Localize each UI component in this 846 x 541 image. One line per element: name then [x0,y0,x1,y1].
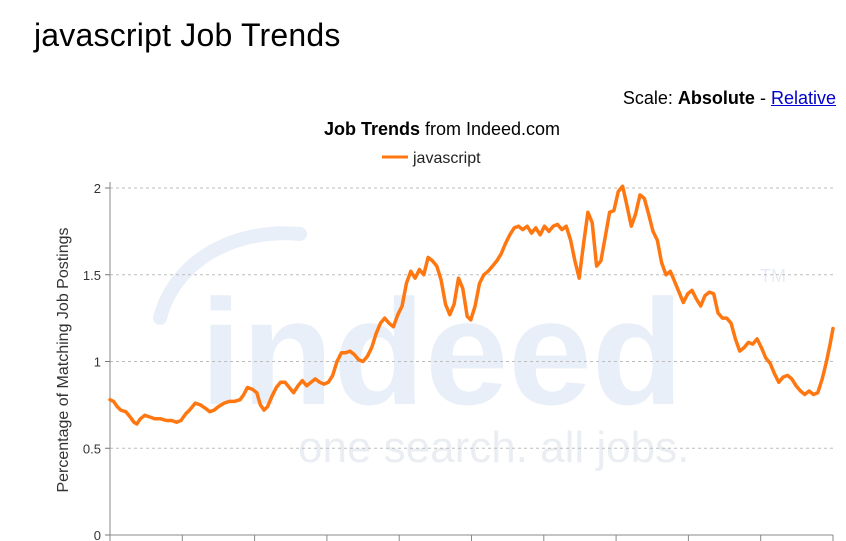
page-title: javascript Job Trends [34,17,341,53]
series-line-javascript [108,184,835,426]
scale-label: Scale: [622,88,673,108]
watermark-tagline: one search. all jobs. [298,423,689,472]
scale-relative-link[interactable]: Relative [770,88,836,108]
chart-title: Job Trends from Indeed.com [0,119,846,140]
indeed-watermark: indeed TM one search. all jobs. [153,226,786,472]
chart-title-rest: from Indeed.com [424,119,561,139]
series-layer [108,184,835,426]
chart-title-bold: Job Trends [323,119,420,139]
watermark-logo-text: indeed [200,268,683,436]
y-tick-label-4: 2 [94,181,101,196]
y-tick-label-1: 0.5 [83,441,101,456]
chart-legend: javascript [382,150,481,167]
scale-absolute-option: Absolute [677,88,755,108]
scale-separator: - [759,88,766,108]
y-axis-label: Percentage of Matching Job Postings [55,227,72,492]
y-tick-label-3: 1.5 [83,268,101,283]
watermark-swoosh [153,226,307,325]
grid [110,187,833,449]
y-tick-label-2: 1 [94,355,101,370]
legend-label-javascript: javascript [412,150,481,167]
scale-selector: Scale: Absolute - Relative [623,88,836,109]
watermark-tm: TM [760,266,786,286]
axes: 0 0.5 1 1.5 2 [83,181,834,541]
y-tick-label-0: 0 [94,528,101,541]
